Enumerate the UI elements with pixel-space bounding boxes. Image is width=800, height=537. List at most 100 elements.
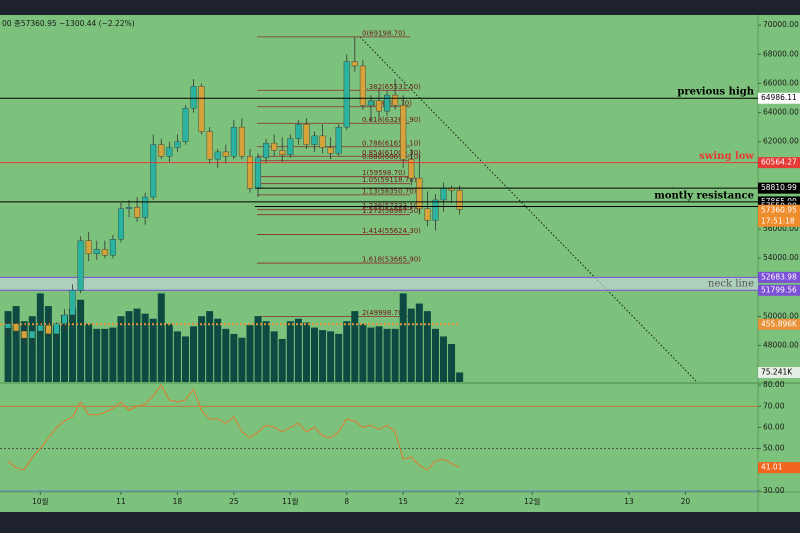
candle-body (53, 323, 60, 335)
rsi-tick-label: 70.00 (763, 401, 785, 410)
candle-body (13, 323, 20, 332)
rsi-line (7, 384, 460, 471)
x-tick-label: 11월 (282, 496, 299, 506)
volume-bar (36, 293, 44, 382)
candle-body (343, 61, 350, 128)
fib-label: 0.854(61000.30) (362, 149, 421, 157)
neck-price-label: 52683.98 (761, 272, 797, 281)
candle-body (190, 86, 197, 109)
y-tick-label: 56000.00 (763, 224, 799, 233)
volume-bar (440, 336, 448, 382)
candle-body (271, 142, 278, 151)
volume-bar (117, 316, 125, 382)
candle-body (287, 138, 294, 156)
fib-label: 0.886(60693.10) (362, 153, 421, 161)
volume-bar (391, 328, 399, 382)
y-tick-label: 48000.00 (763, 341, 799, 350)
fib-label: 1.414(55624.30) (362, 227, 421, 235)
volume-bar (181, 336, 189, 382)
level-price-label-box (758, 182, 800, 194)
candle-body (69, 290, 76, 316)
rsi-last-label: 41.01 (761, 463, 783, 472)
level-price-label-box (758, 157, 800, 169)
countdown-label-box (758, 215, 800, 227)
volume-bar (359, 323, 367, 382)
header: 00 종57360.95 −1300.44 (−2.22%) (2, 19, 135, 28)
candle-body (134, 207, 141, 218)
volume-bar (20, 321, 28, 382)
candle-body (230, 126, 237, 157)
level-price-label: 60564.27 (761, 158, 797, 167)
volume-bar (222, 328, 230, 382)
candle-body (126, 207, 133, 209)
volume-bar (383, 328, 391, 382)
fib-label: 1.13(58350.70) (362, 187, 417, 195)
x-tick-label: 11 (116, 497, 126, 506)
level-name: swing low (699, 151, 754, 162)
volume-bar (69, 308, 77, 382)
volume-bar (101, 328, 109, 382)
candle-body (367, 100, 374, 106)
candle-body (351, 61, 358, 67)
countdown-label: 17:51:18 (761, 216, 795, 225)
fib-label: 0(69198.70) (362, 29, 406, 37)
neck-price-label: 51799.56 (761, 285, 797, 294)
rsi-tick-label: 60.00 (763, 422, 785, 431)
candle-body (214, 151, 221, 160)
y-tick-label: 68000.00 (763, 49, 799, 58)
volume-bar (310, 327, 318, 382)
candle-body (303, 124, 310, 145)
volume-bar (262, 321, 270, 382)
fib-label: 1.618(53665.90) (362, 256, 421, 264)
y-tick-label: 62000.00 (763, 137, 799, 146)
volume-bar (407, 308, 415, 382)
volume-bar (12, 306, 20, 382)
x-tick-label: 8 (344, 497, 349, 506)
candle-body (295, 124, 302, 139)
fib-label: 0.618(63265.90) (362, 116, 421, 124)
volume-bar (149, 318, 157, 382)
candle-body (408, 158, 415, 179)
candle-body (109, 239, 116, 256)
volume-bar (302, 322, 310, 382)
candle-body (440, 188, 447, 201)
volume-bar (351, 311, 359, 382)
volume-bar (190, 326, 198, 382)
candle-body (319, 135, 326, 148)
candle-body (45, 325, 52, 335)
neck-price-label-box (758, 284, 800, 296)
x-tick-label: 25 (229, 497, 239, 506)
rsi-tick-label: 50.00 (763, 444, 785, 453)
volume-bar (294, 318, 302, 382)
level-name: previous high (677, 87, 754, 98)
volume-bar (335, 333, 343, 382)
volume-bar (85, 323, 93, 382)
volume-bar (431, 328, 439, 382)
candle-body (61, 314, 68, 324)
x-tick-label: 22 (455, 497, 465, 506)
candle-body (376, 100, 383, 112)
neck-label: neck line (708, 278, 754, 289)
y-tick-label: 66000.00 (763, 78, 799, 87)
fib-label: 1.272(56987.50) (362, 207, 421, 215)
rsi-tick-label: 30.00 (763, 486, 785, 495)
x-tick-label: 12월 (524, 496, 541, 506)
candle-body (246, 156, 253, 189)
candle-body (424, 208, 431, 221)
y-tick-label: 50000.00 (763, 311, 799, 320)
rsi-last-label-box (758, 462, 800, 474)
candle-body (150, 144, 157, 198)
candle-body (166, 147, 173, 157)
volume-bar (270, 331, 278, 382)
volume-bar (230, 333, 238, 382)
candle-body (21, 330, 28, 339)
candle-body (77, 240, 84, 291)
candle-body (117, 208, 124, 240)
volume-bar (125, 311, 133, 382)
fib-label: 0.786(61653.10) (362, 139, 421, 147)
fib-label: 2(49998.70) (362, 309, 406, 317)
volume-bar (28, 316, 36, 382)
x-tick-label: 13 (624, 497, 634, 506)
volume-bar (141, 313, 149, 382)
